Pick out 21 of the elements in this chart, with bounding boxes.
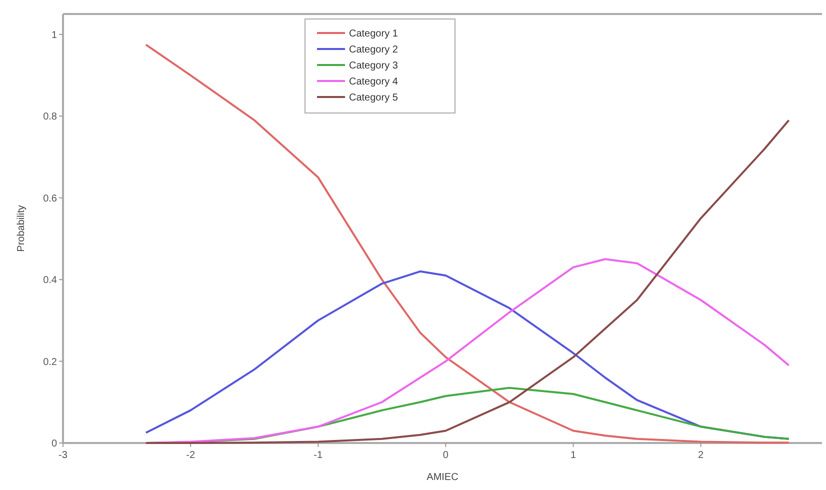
y-tick-label: 0.2	[43, 356, 58, 368]
x-tick-label: 0	[442, 450, 449, 461]
legend-label: Category 4	[349, 76, 398, 88]
y-axis-title: Probability	[16, 205, 27, 252]
y-tick-label: 0.8	[43, 112, 58, 123]
legend-label: Category 5	[349, 92, 398, 104]
x-axis-title: AMIEC	[426, 472, 458, 483]
x-tick-label: 2	[698, 450, 704, 461]
legend-label: Category 2	[349, 44, 398, 56]
x-tick-label: -3	[58, 450, 68, 461]
legend-label: Category 1	[349, 28, 398, 40]
line-series	[144, 44, 790, 444]
y-tick-label: 0	[51, 438, 58, 450]
x-tick-label: -2	[186, 450, 196, 461]
y-tick-label: 0.4	[43, 275, 58, 286]
y-tick-label: 0.6	[43, 193, 58, 204]
y-tick-label: 1	[51, 30, 58, 41]
line-series	[144, 119, 790, 444]
x-tick-label: -1	[314, 450, 324, 461]
legend-label: Category 3	[349, 60, 398, 72]
x-tick-label: 1	[570, 450, 576, 461]
